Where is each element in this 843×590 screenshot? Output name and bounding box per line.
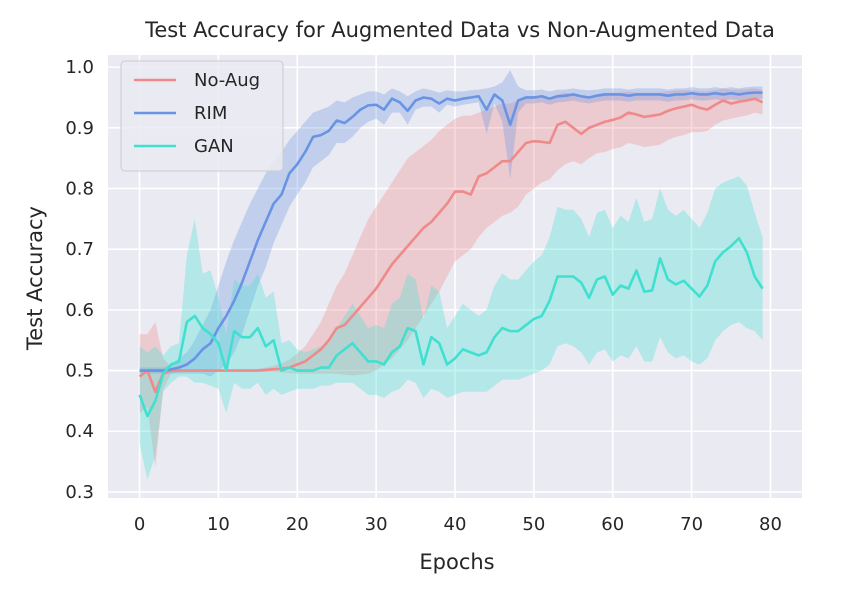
- x-tick-label: 50: [522, 514, 545, 535]
- x-axis-label: Epochs: [419, 550, 494, 574]
- line-no-aug: [138, 97, 764, 394]
- x-tick-label: 80: [759, 514, 782, 535]
- x-tick-label: 10: [207, 514, 230, 535]
- chart-title: Test Accuracy for Augmented Data vs Non-…: [144, 18, 775, 42]
- legend-label-gan: GAN: [194, 136, 234, 157]
- y-axis-ticks: 0.3 0.4 0.5 0.6 0.7 0.8 0.9 1.0: [65, 57, 94, 503]
- x-tick-label: 70: [680, 514, 703, 535]
- line-rim: [139, 91, 763, 372]
- legend-label-no-aug: No-Aug: [194, 70, 260, 91]
- x-tick-label: 60: [601, 514, 624, 535]
- x-tick-label: 40: [444, 514, 467, 535]
- x-tick-label: 0: [134, 514, 145, 535]
- y-tick-label: 0.4: [65, 421, 94, 442]
- y-tick-label: 0.7: [65, 239, 94, 260]
- confidence-bands: [139, 70, 763, 480]
- y-tick-label: 0.8: [65, 179, 94, 200]
- band-gan: [139, 176, 763, 480]
- y-tick-label: 1.0: [65, 57, 94, 78]
- y-tick-label: 0.9: [65, 118, 94, 139]
- series-lines: [138, 91, 764, 418]
- band-no-aug: [139, 88, 763, 468]
- legend-box: [120, 60, 284, 172]
- y-tick-label: 0.5: [65, 361, 94, 382]
- legend: No-Aug RIM GAN: [120, 60, 284, 172]
- line-gan: [138, 236, 764, 418]
- y-tick-label: 0.6: [65, 300, 94, 321]
- x-tick-label: 20: [286, 514, 309, 535]
- y-axis-label: Test Accuracy: [23, 206, 47, 351]
- legend-label-rim: RIM: [194, 103, 227, 124]
- band-rim: [139, 70, 763, 377]
- grid-lines: [108, 55, 802, 498]
- x-tick-label: 30: [365, 514, 388, 535]
- y-tick-label: 0.3: [65, 482, 94, 503]
- x-axis-ticks: 0 10 20 30 40 50 60 70 80: [134, 514, 782, 535]
